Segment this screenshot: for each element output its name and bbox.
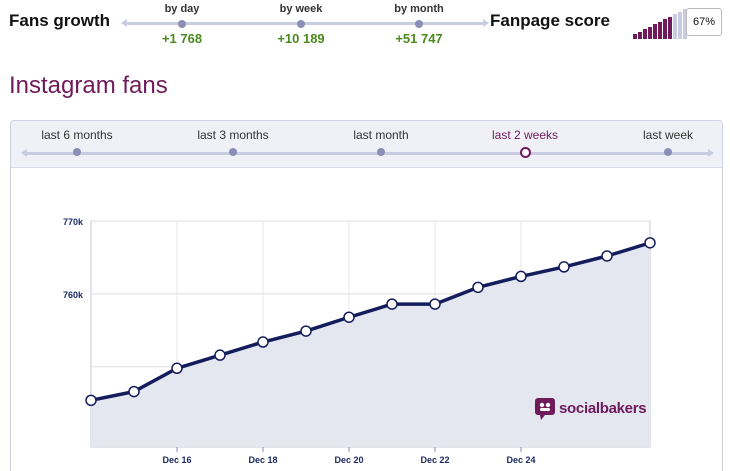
data-point bbox=[558, 261, 570, 273]
score-bar bbox=[633, 34, 637, 39]
y-tick-label: 760k bbox=[63, 290, 84, 300]
x-tick-label: Dec 22 bbox=[420, 455, 449, 465]
data-point bbox=[257, 336, 269, 348]
growth-period-slider[interactable]: by day +1 768 by week +10 189 by month +… bbox=[121, 0, 489, 48]
data-point bbox=[171, 362, 183, 375]
score-bar bbox=[638, 31, 642, 39]
data-point bbox=[128, 385, 140, 398]
slider-dot-selected-icon[interactable] bbox=[519, 147, 531, 158]
data-point bbox=[386, 298, 398, 310]
period-tab-last-month[interactable]: last month bbox=[321, 121, 441, 156]
data-point bbox=[343, 311, 355, 323]
score-bar bbox=[683, 9, 687, 39]
growth-right-arrow-icon bbox=[483, 19, 489, 27]
x-tick-label: Dec 24 bbox=[506, 455, 535, 465]
score-bar bbox=[643, 29, 647, 39]
series-line bbox=[90, 241, 651, 403]
period-tab-last-week[interactable]: last week bbox=[608, 121, 728, 156]
growth-stop-label: by month bbox=[394, 3, 444, 15]
score-badge: 67% bbox=[686, 8, 722, 36]
growth-stop-by-week[interactable]: by week +10 189 bbox=[246, 0, 356, 46]
growth-stop-by-month[interactable]: by month +51 747 bbox=[364, 0, 474, 46]
slider-dot-icon[interactable] bbox=[377, 148, 385, 156]
score-bar bbox=[663, 19, 667, 39]
slider-dot-icon[interactable] bbox=[178, 20, 186, 28]
period-label: last 2 weeks bbox=[491, 128, 559, 142]
period-label: last 6 months bbox=[41, 128, 113, 142]
growth-left-arrow-icon bbox=[121, 19, 127, 27]
data-point bbox=[429, 298, 441, 310]
x-tick-label: Dec 16 bbox=[162, 455, 191, 465]
period-label: last month bbox=[353, 128, 409, 142]
period-slider-track bbox=[27, 152, 708, 155]
score-bars-icon bbox=[633, 9, 689, 39]
fanpage-score-title: Fanpage score bbox=[490, 11, 610, 30]
period-selector[interactable]: last 6 months last 3 months last month l… bbox=[11, 121, 722, 168]
period-tab-last-2-weeks[interactable]: last 2 weeks bbox=[465, 121, 585, 158]
data-point bbox=[601, 250, 613, 262]
page-title: Instagram fans bbox=[9, 72, 168, 99]
data-point bbox=[644, 237, 656, 249]
fans-growth-title: Fans growth bbox=[9, 11, 111, 30]
period-label: last 3 months bbox=[197, 128, 269, 142]
score-bar bbox=[673, 14, 677, 39]
x-tick-label: Dec 20 bbox=[334, 455, 363, 465]
growth-stop-value: +1 768 bbox=[161, 31, 203, 46]
score-bar bbox=[658, 21, 662, 39]
socialbakers-logo: socialbakers bbox=[535, 398, 647, 424]
score-bar bbox=[678, 11, 682, 39]
growth-stop-label: by week bbox=[279, 3, 323, 15]
slider-dot-icon[interactable] bbox=[229, 148, 237, 156]
score-bar bbox=[653, 24, 657, 39]
brand-name: socialbakers bbox=[559, 400, 647, 417]
period-tab-last-3-months[interactable]: last 3 months bbox=[173, 121, 293, 156]
slider-dot-icon[interactable] bbox=[297, 20, 305, 28]
data-point bbox=[214, 349, 226, 361]
data-point bbox=[472, 281, 484, 294]
slider-dot-icon[interactable] bbox=[664, 148, 672, 156]
period-tab-last-6-months[interactable]: last 6 months bbox=[17, 121, 137, 156]
growth-stop-by-day[interactable]: by day +1 768 bbox=[127, 0, 237, 46]
data-point bbox=[515, 270, 527, 283]
growth-stop-label: by day bbox=[164, 3, 200, 15]
growth-slider-track bbox=[127, 22, 483, 25]
score-bar bbox=[648, 26, 652, 39]
period-label: last week bbox=[642, 128, 694, 142]
slider-dot-icon[interactable] bbox=[73, 148, 81, 156]
slider-dot-icon[interactable] bbox=[415, 20, 423, 28]
period-left-arrow-icon bbox=[21, 149, 27, 157]
x-tick-label: Dec 18 bbox=[248, 455, 277, 465]
data-point bbox=[300, 325, 312, 337]
score-bar bbox=[668, 16, 672, 39]
growth-stop-value: +10 189 bbox=[277, 31, 325, 46]
y-tick-label: 770k bbox=[63, 217, 84, 227]
period-right-arrow-icon bbox=[708, 149, 714, 157]
socialbakers-logo-icon bbox=[535, 398, 555, 420]
growth-stop-value: +51 747 bbox=[395, 31, 443, 46]
series-area bbox=[91, 242, 650, 447]
data-point bbox=[85, 394, 97, 407]
